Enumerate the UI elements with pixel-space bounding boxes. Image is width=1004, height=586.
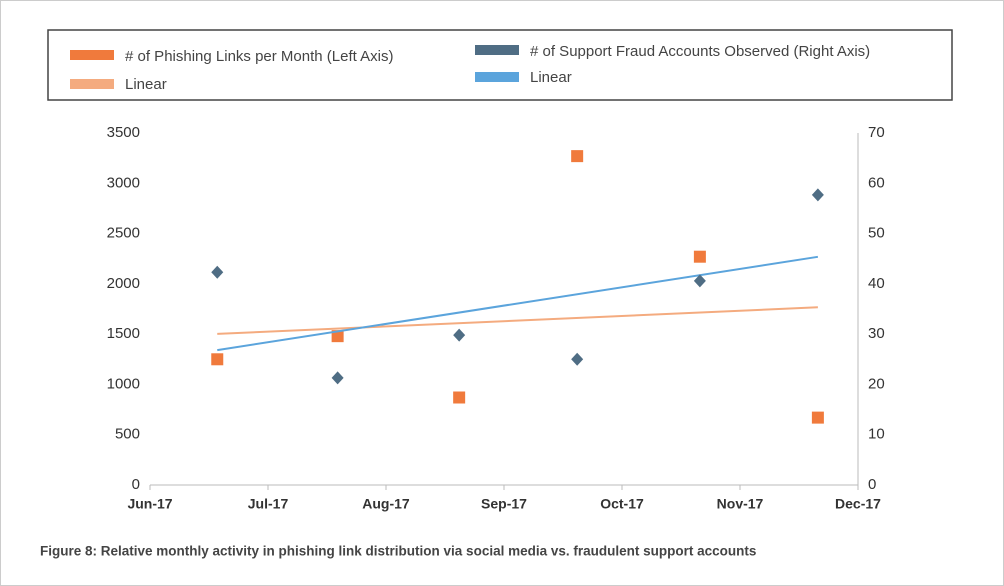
legend-box	[47, 29, 953, 101]
point	[211, 353, 224, 366]
point	[693, 250, 706, 263]
y2-tick-label: 30	[868, 325, 885, 342]
y-tick-label: 0	[132, 476, 140, 493]
y2-tick-label: 10	[868, 426, 885, 443]
point	[331, 330, 344, 343]
point	[211, 265, 224, 279]
trendline	[217, 255, 819, 352]
legend-label: Linear	[125, 76, 167, 93]
y-tick-label: 3500	[107, 124, 140, 141]
y2-tick-label: 20	[868, 375, 885, 392]
y2-tick-label: 0	[868, 476, 876, 493]
legend-swatch	[475, 72, 519, 82]
point	[571, 352, 584, 366]
y-tick-label: 1000	[107, 375, 140, 392]
trendline	[217, 306, 818, 335]
point	[811, 411, 824, 424]
legend-swatch	[70, 50, 114, 60]
legend-swatch	[70, 79, 114, 89]
x-tick-label: Sep-17	[481, 496, 527, 512]
x-tick-label: Nov-17	[717, 496, 764, 512]
y-tick-label: 1500	[107, 325, 140, 342]
point	[453, 328, 466, 342]
legend-swatch	[475, 45, 519, 55]
point	[453, 391, 466, 404]
x-tick-label: Oct-17	[600, 496, 644, 512]
y-tick-label: 2000	[107, 275, 140, 292]
point	[331, 371, 344, 385]
y-tick-label: 2500	[107, 225, 140, 242]
y2-tick-label: 50	[868, 225, 885, 242]
y2-tick-label: 60	[868, 174, 885, 191]
x-tick-label: Dec-17	[835, 496, 881, 512]
x-tick-label: Aug-17	[362, 496, 410, 512]
y2-tick-label: 70	[868, 124, 885, 141]
legend-label: # of Support Fraud Accounts Observed (Ri…	[530, 43, 870, 60]
caption: Figure 8: Relative monthly activity in p…	[40, 544, 756, 559]
legend-label: # of Phishing Links per Month (Left Axis…	[125, 48, 393, 65]
y-tick-label: 3000	[107, 174, 140, 191]
y2-tick-label: 40	[868, 275, 885, 292]
point	[693, 274, 706, 288]
x-tick-label: Jul-17	[248, 496, 289, 512]
y-tick-label: 500	[115, 426, 140, 443]
point	[571, 150, 584, 163]
legend-label: Linear	[530, 69, 572, 86]
x-tick-label: Jun-17	[127, 496, 172, 512]
point	[811, 188, 824, 202]
